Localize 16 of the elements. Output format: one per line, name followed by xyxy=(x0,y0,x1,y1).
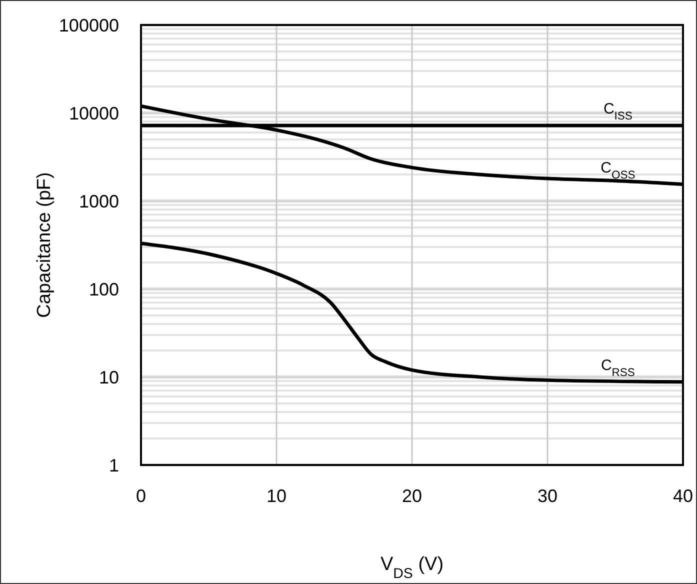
y-axis-title: Capacitance (pF) xyxy=(34,172,55,318)
y-tick-label: 100 xyxy=(88,279,119,300)
x-tick-label: 0 xyxy=(136,486,146,506)
series-label: C$_{RSS}$ xyxy=(600,356,635,379)
series-label: C$_{ISS}$ xyxy=(603,100,632,123)
series-label: C$_{OSS}$ xyxy=(600,159,636,182)
y-tick-label: 10000 xyxy=(68,103,119,124)
x-tick-label: 30 xyxy=(537,486,558,506)
y-tick-label: 10 xyxy=(98,367,119,388)
y-tick-label: 1 xyxy=(108,455,119,476)
x-tick-label: 10 xyxy=(266,486,287,506)
x-tick-label: 20 xyxy=(402,486,422,506)
x-axis-title: V$_{DS}$ (V) xyxy=(380,554,444,582)
y-tick-label: 100000 xyxy=(58,15,119,36)
y-tick-label: 1000 xyxy=(78,191,119,212)
x-tick-label: 40 xyxy=(672,486,694,506)
